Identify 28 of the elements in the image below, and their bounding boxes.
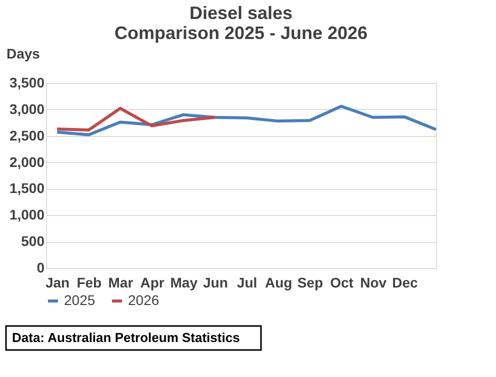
x-tick-label: Jan [45,274,70,290]
x-tick-label: Jul [236,274,258,290]
x-tick-label: Aug [264,274,292,290]
y-tick-label: 1,500 [9,180,45,196]
y-tick-label: 3,000 [9,100,45,117]
line-series [56,104,438,136]
legend-label: 2026 [128,292,160,308]
x-tick-label: Nov [360,274,387,290]
x-tick-label: Dec [392,274,418,290]
text: Data: Australian Petroleum Statistics [12,330,240,345]
text: Diesel sales [189,3,293,23]
x-tick-label: Feb [76,274,102,290]
x-tick-label: Oct [330,274,354,290]
line-series [56,106,216,132]
y-tick-label: 3,500 [9,74,45,90]
y-tick-label: 2,000 [9,154,45,170]
x-tick-label: May [170,274,198,290]
x-tick-label: Mar [108,274,134,290]
legend-label: 2025 [64,292,96,308]
y-tick-label: 1,000 [9,206,45,223]
y-tick-label: 2,500 [9,127,45,144]
y-tick-label: 0 [36,260,45,276]
x-tick-label: Apr [140,274,165,290]
x-tick-label: Sep [297,274,324,290]
y-tick-label: 500 [21,233,45,250]
x-tick-label: Jun [203,274,228,290]
text: Comparison 2025 - June 2026 [114,23,368,43]
y-axis-title: Days [6,46,40,62]
